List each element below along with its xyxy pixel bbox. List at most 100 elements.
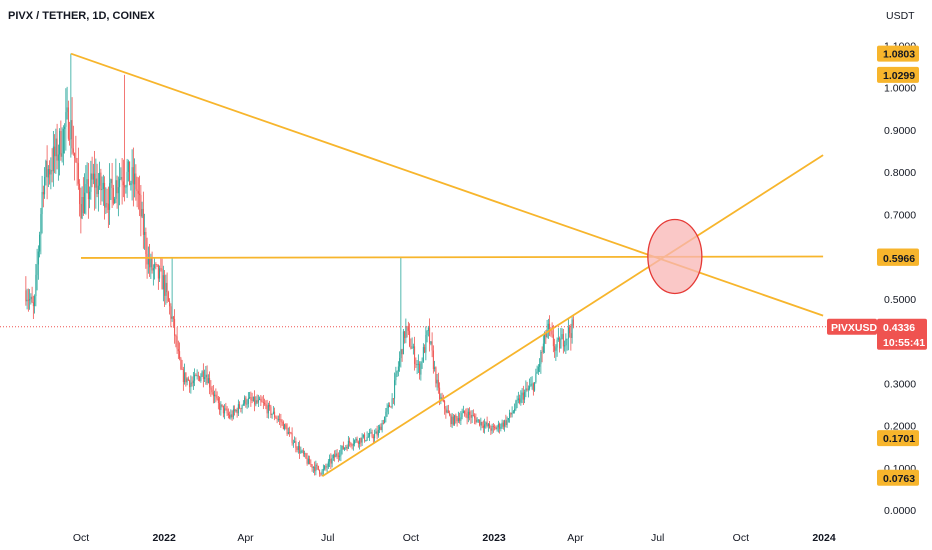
ascending-trendline[interactable]	[321, 154, 824, 477]
candle-body	[271, 413, 273, 415]
candle-body	[532, 383, 534, 391]
last-price-box[interactable]	[877, 318, 927, 350]
candle-body	[109, 183, 111, 210]
candle-body	[165, 282, 167, 296]
candle-body	[42, 192, 44, 195]
candle-body	[374, 433, 376, 439]
candle-body	[470, 414, 472, 418]
candle-body	[236, 410, 238, 414]
price-label-box[interactable]	[877, 469, 919, 486]
candle-body	[500, 426, 502, 429]
highlight-ellipse[interactable]	[647, 218, 703, 295]
candle-body	[111, 179, 113, 188]
candle-body	[506, 419, 508, 425]
candle-body	[196, 375, 198, 377]
candle-body	[220, 404, 222, 410]
y-tick-label: 0.9000	[884, 125, 916, 137]
candle-body	[115, 180, 117, 199]
candle-body	[512, 411, 514, 413]
price-label-box[interactable]	[877, 249, 919, 266]
candle-body	[360, 438, 362, 443]
candle-body	[180, 358, 182, 369]
candle-body	[487, 423, 489, 427]
candle-body	[162, 275, 164, 290]
candle-body	[315, 464, 317, 472]
candle-body	[166, 282, 168, 293]
candle-body	[334, 454, 336, 458]
candle-body	[256, 400, 258, 403]
symbol-label-box[interactable]	[827, 318, 877, 335]
candle-body	[511, 412, 513, 415]
candle-body	[72, 148, 74, 153]
candle-body	[289, 432, 291, 433]
candle-body	[244, 397, 246, 404]
candle-body	[312, 466, 314, 469]
candle-body	[485, 422, 487, 425]
candle-body	[452, 416, 454, 425]
candle-body	[554, 346, 556, 351]
candle-body	[352, 443, 354, 446]
candle-body	[557, 338, 559, 340]
candle-body	[425, 334, 427, 353]
price-label-box[interactable]	[877, 45, 919, 62]
candle-body	[539, 364, 541, 367]
candle-body	[80, 204, 82, 219]
candle-body	[356, 438, 358, 442]
candle-body	[206, 374, 208, 384]
candle-body	[149, 258, 151, 268]
candle-body	[421, 361, 423, 363]
candle-body	[440, 397, 442, 400]
x-tick-label: Oct	[73, 532, 89, 544]
candle-body	[445, 408, 447, 413]
candle-body	[299, 446, 301, 454]
candle-body	[255, 400, 257, 405]
price-label-box[interactable]	[877, 66, 919, 83]
price-label-text: 0.1701	[883, 433, 915, 445]
candle-body	[482, 425, 484, 428]
candle-body	[310, 464, 312, 466]
candle-body	[132, 167, 134, 185]
candle-body	[240, 408, 242, 410]
candle-body	[559, 338, 561, 349]
candle-body	[186, 378, 188, 383]
candle-body	[562, 334, 564, 347]
candle-body	[341, 445, 343, 451]
candle-body	[252, 396, 254, 401]
candle-body	[212, 392, 214, 397]
candle-body	[497, 423, 499, 428]
candle-body	[254, 396, 256, 405]
candle-body	[40, 214, 42, 235]
candle-body	[479, 419, 481, 426]
candle-body	[204, 377, 206, 379]
candle-body	[322, 468, 324, 471]
candle-body	[264, 402, 266, 405]
candle-body	[280, 419, 282, 422]
candle-body	[495, 427, 497, 430]
candle-body	[184, 372, 186, 383]
candle-body	[307, 458, 309, 464]
candle-body	[276, 418, 278, 420]
candle-body	[526, 388, 528, 390]
candle-body	[311, 464, 313, 469]
price-label-box[interactable]	[877, 430, 919, 447]
candle-body	[464, 410, 466, 414]
candle-body	[477, 419, 479, 421]
candle-body	[189, 380, 191, 388]
price-label-group[interactable]: 1.08031.02990.60000.59660.17010.0763PIVX…	[827, 45, 927, 486]
candle-body	[260, 398, 262, 402]
candle-body	[272, 411, 274, 414]
candle-body	[192, 380, 194, 384]
candle-body	[439, 387, 441, 400]
candle-body	[146, 254, 148, 265]
candle-body	[251, 400, 253, 401]
candle-body	[199, 376, 201, 381]
candle-body	[415, 363, 417, 365]
candle-body	[337, 455, 339, 457]
candle-body	[414, 346, 416, 364]
candle-body	[301, 450, 303, 452]
candle-body	[200, 376, 202, 381]
candle-body	[571, 319, 573, 339]
candle-body	[86, 179, 88, 185]
candle-body	[367, 436, 369, 438]
